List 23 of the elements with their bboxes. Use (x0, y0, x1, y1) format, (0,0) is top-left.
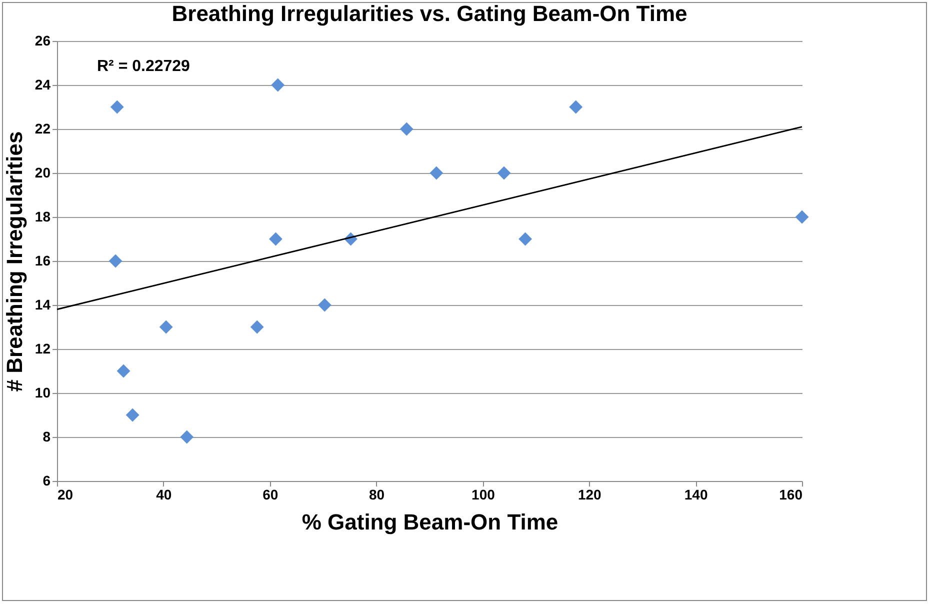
y-tick-label: 6 (42, 472, 51, 488)
annotation: R² = 0.22729 (97, 58, 190, 75)
chart-title: Breathing Irregularities vs. Gating Beam-On Time (172, 1, 688, 26)
x-tick-label: 100 (472, 486, 496, 502)
x-tick-label: 20 (58, 486, 74, 502)
x-tick-label: 60 (262, 486, 278, 502)
x-tick-label: 160 (779, 486, 803, 502)
x-tick-label: 120 (578, 486, 602, 502)
x-tick-label: 140 (684, 486, 708, 502)
x-tick-label: 80 (368, 486, 385, 502)
y-tick-label: 22 (34, 120, 51, 136)
y-tick-label: 10 (34, 384, 51, 400)
y-tick-label: 20 (34, 164, 51, 180)
y-tick-label: 14 (34, 296, 51, 312)
x-tick-label: 40 (156, 486, 172, 502)
y-tick-label: 8 (42, 428, 51, 444)
y-tick-label: 24 (34, 76, 51, 92)
y-tick-label: 12 (34, 340, 51, 356)
x-axis-title: % Gating Beam-On Time (302, 510, 558, 534)
y-tick-label: 26 (34, 32, 51, 48)
y-tick-label: 16 (34, 252, 51, 268)
y-tick-label: 18 (34, 208, 51, 224)
y-axis-title: # Breathing Irregularities (2, 131, 27, 392)
